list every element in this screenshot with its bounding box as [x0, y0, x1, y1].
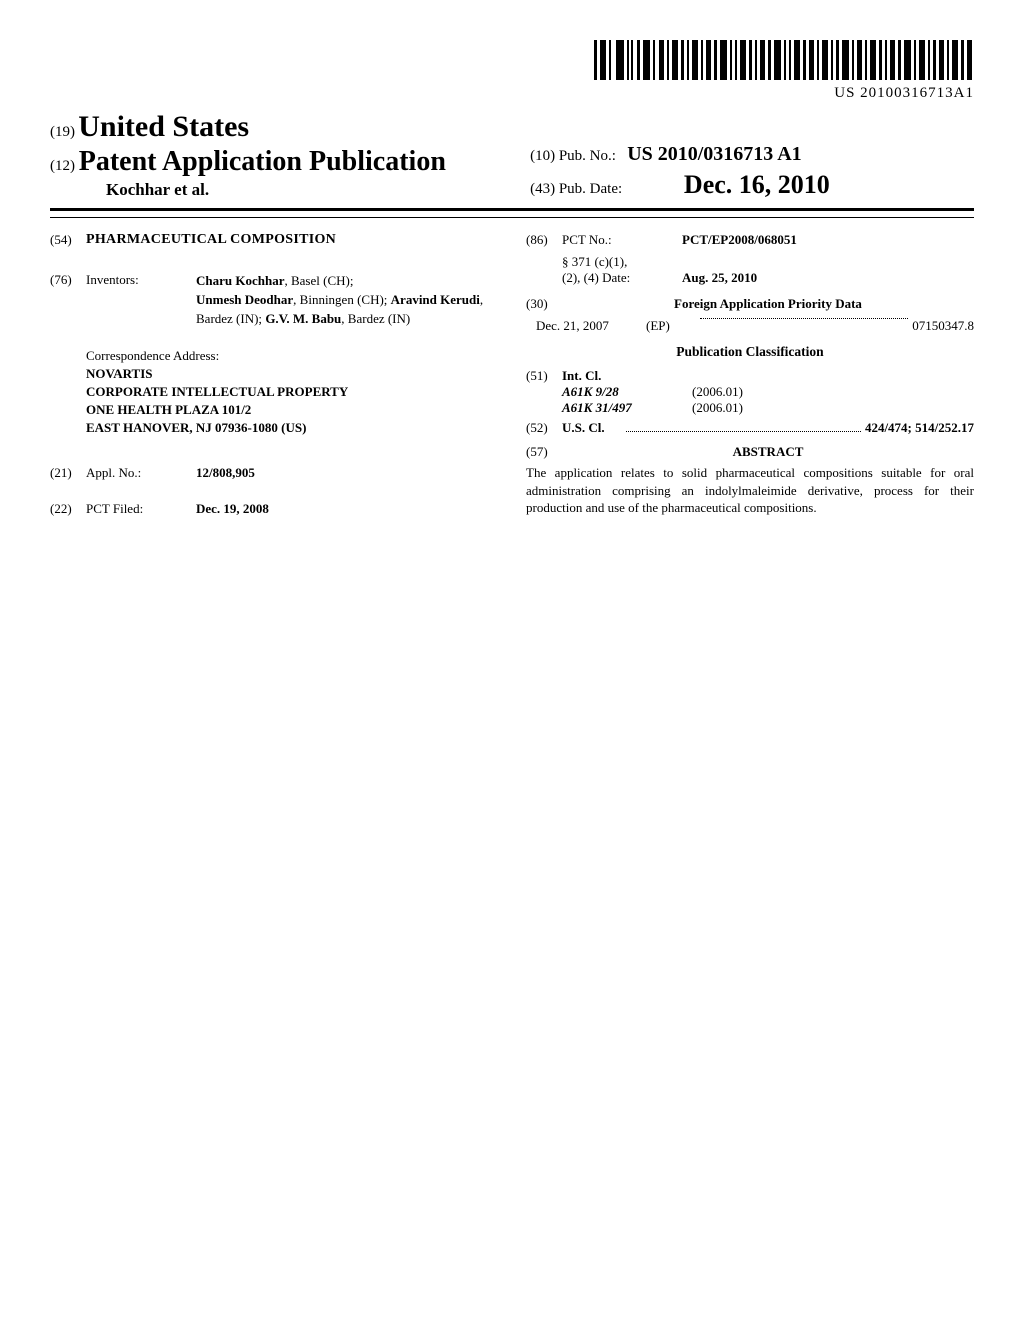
- code-54: (54): [50, 232, 86, 248]
- us-cl-value: 424/474; 514/252.17: [865, 420, 974, 436]
- label-appl-no: Appl. No.:: [86, 465, 196, 481]
- code-43: (43): [530, 181, 555, 197]
- abstract-title: ABSTRACT: [562, 444, 974, 460]
- label-pct-no: PCT No.:: [562, 232, 682, 248]
- priority-date: Dec. 21, 2007: [536, 318, 646, 334]
- barcode-area: US 20100316713A1: [50, 40, 974, 102]
- code-22: (22): [50, 501, 86, 517]
- s371-line-1: § 371 (c)(1),: [562, 254, 974, 270]
- title-54: PHARMACEUTICAL COMPOSITION: [86, 232, 336, 248]
- intcl-date-1: (2006.01): [692, 400, 743, 416]
- abstract-text: The application relates to solid pharmac…: [526, 464, 974, 517]
- s371-date: Aug. 25, 2010: [682, 270, 974, 286]
- intcl-code-1: A61K 31/497: [562, 400, 692, 416]
- divider-thin: [50, 217, 974, 218]
- barcode-text: US 20100316713A1: [50, 85, 974, 102]
- inventors-list: Charu Kochhar, Basel (CH); Unmesh Deodha…: [196, 272, 498, 329]
- code-51: (51): [526, 368, 562, 416]
- correspondence-block: Correspondence Address: NOVARTIS CORPORA…: [86, 347, 498, 438]
- country: United States: [78, 110, 249, 143]
- pct-filed-value: Dec. 19, 2008: [196, 501, 498, 517]
- header-block: (19) United States (12) Patent Applicati…: [50, 110, 974, 200]
- pub-date-label: Pub. Date:: [559, 181, 622, 197]
- inventor-3-name: Aravind Kerudi: [391, 292, 480, 307]
- s371-line-2: (2), (4) Date:: [562, 270, 682, 286]
- label-us-cl: U.S. Cl.: [562, 420, 622, 436]
- inventor-2-name: Unmesh Deodhar: [196, 292, 293, 307]
- body-columns: (54) PHARMACEUTICAL COMPOSITION (76) Inv…: [50, 232, 974, 533]
- inventor-4-name: G.V. M. Babu: [265, 311, 341, 326]
- code-30: (30): [526, 296, 562, 312]
- priority-number: 07150347.8: [912, 318, 974, 334]
- inventor-2-loc: , Binningen (CH);: [293, 292, 391, 307]
- corr-label: Correspondence Address:: [86, 347, 498, 365]
- doc-type: Patent Application Publication: [79, 146, 446, 177]
- code-57: (57): [526, 444, 562, 460]
- pub-no-label: Pub. No.:: [559, 148, 616, 164]
- priority-dots: [700, 318, 908, 319]
- code-21: (21): [50, 465, 86, 481]
- pub-no-value: US 2010/0316713 A1: [627, 143, 801, 165]
- label-int-cl: Int. Cl.: [562, 368, 974, 384]
- divider-thick: [50, 208, 974, 211]
- barcode: [594, 40, 974, 80]
- corr-line-2: CORPORATE INTELLECTUAL PROPERTY: [86, 383, 498, 401]
- inventor-1-name: Charu Kochhar: [196, 273, 284, 288]
- code-76: (76): [50, 272, 86, 329]
- pub-date-value: Dec. 16, 2010: [684, 170, 830, 199]
- label-pct-filed: PCT Filed:: [86, 501, 196, 517]
- corr-line-4: EAST HANOVER, NJ 07936-1080 (US): [86, 419, 498, 437]
- code-10: (10): [530, 148, 555, 164]
- corr-line-1: NOVARTIS: [86, 365, 498, 383]
- appl-no-value: 12/808,905: [196, 465, 498, 481]
- inventor-4-loc: , Bardez (IN): [341, 311, 410, 326]
- code-52: (52): [526, 420, 562, 436]
- intcl-code-0: A61K 9/28: [562, 384, 692, 400]
- authors-line: Kochhar et al.: [106, 180, 516, 200]
- priority-country: (EP): [646, 318, 696, 334]
- foreign-priority-header: Foreign Application Priority Data: [562, 296, 974, 312]
- pub-class-header: Publication Classification: [526, 344, 974, 360]
- inventor-1-loc: , Basel (CH);: [284, 273, 353, 288]
- code-12: (12): [50, 158, 75, 174]
- code-86: (86): [526, 232, 562, 248]
- intcl-date-0: (2006.01): [692, 384, 743, 400]
- label-inventors: Inventors:: [86, 272, 196, 329]
- left-column: (54) PHARMACEUTICAL COMPOSITION (76) Inv…: [50, 232, 498, 533]
- corr-line-3: ONE HEALTH PLAZA 101/2: [86, 401, 498, 419]
- uscl-dots: [626, 431, 861, 432]
- right-column: (86) PCT No.: PCT/EP2008/068051 § 371 (c…: [526, 232, 974, 533]
- code-19: (19): [50, 124, 75, 140]
- pct-no-value: PCT/EP2008/068051: [682, 232, 974, 248]
